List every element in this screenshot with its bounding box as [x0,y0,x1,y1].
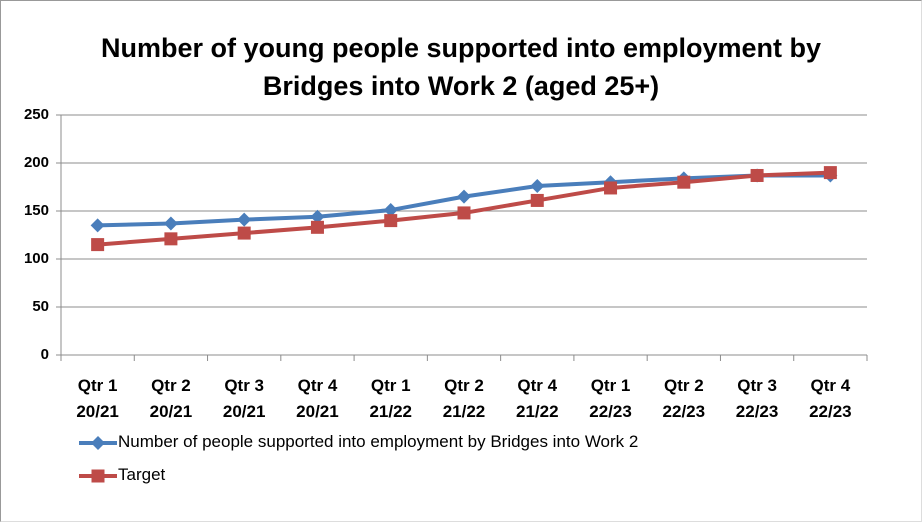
point [163,216,178,231]
x-tick-label: Qtr 2 21/22 [442,376,486,421]
x-tick-label: Qtr 3 22/23 [735,376,779,421]
x-tick-label: Qtr 1 21/22 [369,376,412,421]
chart-title: Number of young people supported into em… [100,33,822,101]
legend-label: Number of people supported into employme… [118,432,639,451]
point [823,166,837,180]
y-tick-label: 250 [23,106,49,123]
point [530,193,544,207]
x-tick-label: Qtr 2 22/23 [662,376,706,421]
x-tick-label: Qtr 4 22/23 [809,376,852,421]
x-tick-label: Qtr 2 20/21 [149,376,193,421]
x-tick-label: Qtr 3 20/21 [222,376,266,421]
x-tick-label: Qtr 4 21/22 [515,376,559,421]
y-tick-label: 150 [23,202,49,219]
point [604,181,618,195]
point [310,209,325,224]
legend-label: Target [118,465,166,484]
x-tick-label: Qtr 1 22/23 [589,376,632,421]
y-tick-label: 0 [40,346,49,363]
x-tick-label: Qtr 4 20/21 [296,376,339,421]
y-tick-label: 50 [32,298,49,315]
point [91,238,105,252]
point [384,214,398,228]
point [750,168,764,182]
point [237,212,252,227]
point [90,218,105,233]
point [677,175,691,189]
y-tick-label: 200 [23,154,49,171]
x-tick-label: Qtr 1 20/21 [76,376,119,421]
legend-marker [91,469,105,483]
point [164,232,178,246]
y-tick-label: 100 [23,250,49,267]
point [310,220,324,234]
point [457,189,471,204]
legend-marker [91,436,105,450]
point [237,226,251,240]
point [457,206,471,220]
point [383,203,398,218]
point [530,179,545,194]
